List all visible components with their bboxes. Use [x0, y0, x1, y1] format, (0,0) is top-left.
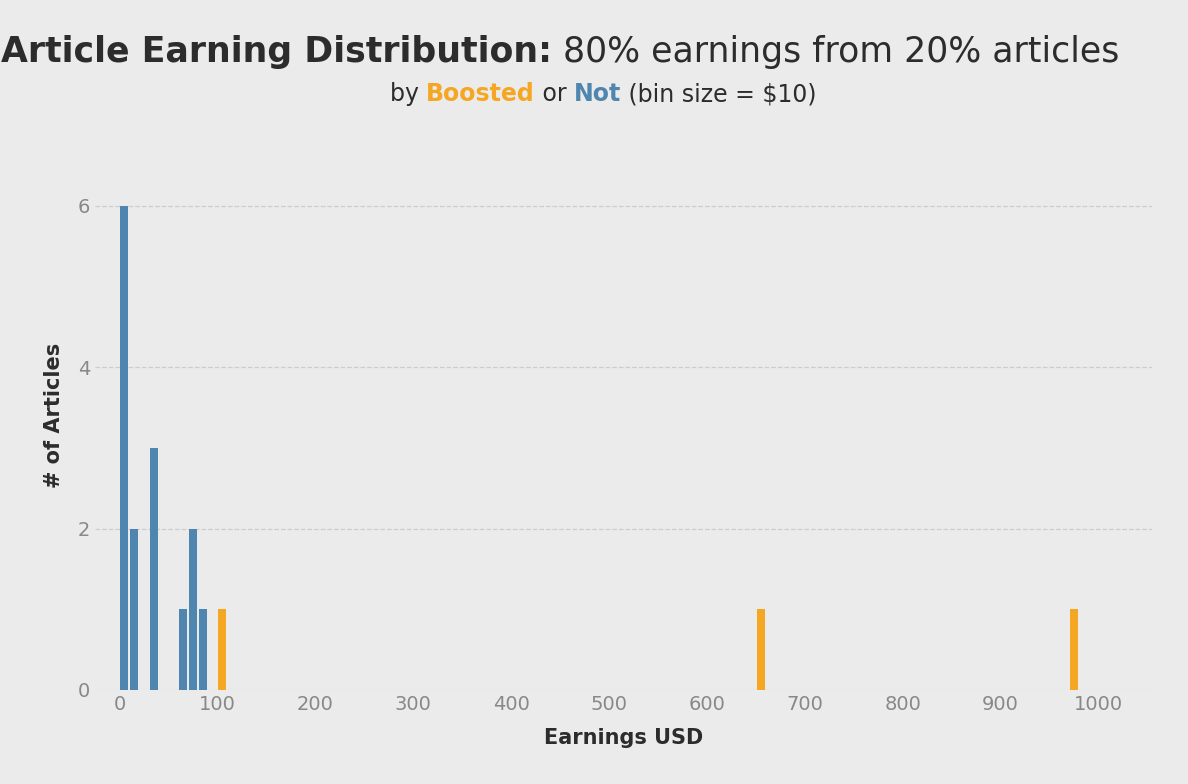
Text: Not: Not	[574, 82, 621, 107]
Bar	[131, 528, 138, 690]
Y-axis label: # of Articles: # of Articles	[44, 343, 64, 488]
Text: Article Earning Distribution:: Article Earning Distribution:	[0, 35, 551, 69]
Text: (bin size = $10): (bin size = $10)	[621, 82, 817, 107]
Bar	[757, 609, 765, 690]
Bar	[179, 609, 187, 690]
Bar	[189, 528, 197, 690]
Text: 80% earnings from 20% articles: 80% earnings from 20% articles	[551, 35, 1119, 69]
Text: by: by	[390, 82, 426, 107]
X-axis label: Earnings USD: Earnings USD	[544, 728, 703, 748]
Bar	[150, 448, 158, 690]
Text: or: or	[535, 82, 574, 107]
Bar	[120, 205, 128, 690]
Bar	[198, 609, 207, 690]
Text: Boosted: Boosted	[426, 82, 535, 107]
Bar	[1070, 609, 1078, 690]
Bar	[219, 609, 226, 690]
